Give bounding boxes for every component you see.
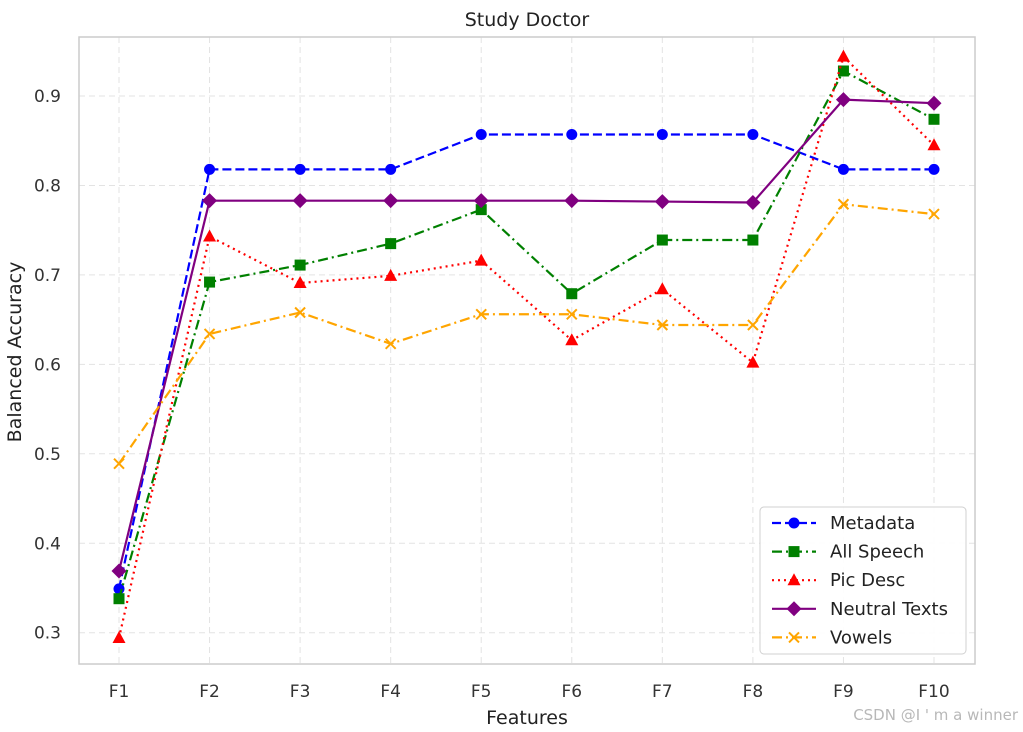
data-point-all-speech: [475, 204, 487, 216]
data-point-vowels: [113, 457, 125, 470]
data-point-neutral-texts: [926, 95, 942, 111]
legend-label-vowels: Vowels: [830, 627, 892, 648]
series-all-speech: [113, 65, 940, 605]
data-point-neutral-texts: [202, 193, 218, 209]
series-pic-desc: [112, 49, 941, 644]
data-point-metadata: [294, 163, 306, 175]
data-point-metadata: [385, 163, 397, 175]
data-point-all-speech: [294, 259, 306, 271]
x-tick-labels: F1 F2 F3 F4 F5 F6 F7 F8 F9 F10: [109, 682, 950, 702]
data-point-all-speech: [385, 238, 397, 250]
x-tick-label: F4: [380, 682, 401, 702]
series-line-pic-desc: [117, 54, 935, 639]
data-point-pic-desc: [474, 253, 488, 266]
data-point-pic-desc: [384, 268, 398, 281]
data-point-metadata: [837, 163, 849, 175]
data-point-metadata: [656, 128, 668, 140]
data-point-metadata: [475, 128, 487, 140]
x-tick-label: F2: [199, 682, 220, 702]
y-tick-label: 0.7: [34, 266, 61, 286]
data-point-neutral-texts: [654, 194, 670, 210]
data-point-pic-desc: [746, 355, 760, 368]
data-point-pic-desc: [112, 631, 126, 644]
x-tick-label: F7: [652, 682, 673, 702]
data-point-pic-desc: [293, 275, 307, 288]
legend-marker-vowels: [788, 631, 800, 644]
legend-marker-neutral-texts: [786, 601, 802, 617]
x-tick-label: F9: [833, 682, 854, 702]
legend-label-metadata: Metadata: [830, 513, 915, 534]
data-point-neutral-texts: [564, 193, 580, 209]
data-point-pic-desc: [927, 138, 941, 151]
series-line-vowels: [118, 203, 935, 465]
data-point-vowels: [384, 338, 397, 350]
watermark: CSDN @I ' m a winner: [853, 706, 1019, 724]
data-point-pic-desc: [655, 282, 669, 295]
series-line-all-speech: [117, 69, 935, 600]
data-point-vowels: [566, 308, 578, 320]
data-point-metadata: [204, 163, 216, 175]
legend-label-pic-desc: Pic Desc: [830, 570, 905, 591]
data-point-all-speech: [656, 234, 668, 246]
data-point-pic-desc: [203, 229, 217, 242]
y-tick-label: 0.8: [34, 176, 61, 196]
data-point-vowels: [475, 308, 487, 320]
data-point-metadata: [747, 128, 759, 140]
x-tick-label: F1: [109, 682, 130, 702]
y-tick-label: 0.5: [34, 445, 61, 465]
data-point-vowels: [747, 319, 759, 331]
data-point-neutral-texts: [111, 563, 127, 579]
data-point-metadata: [566, 128, 578, 140]
y-tick-label: 0.4: [34, 534, 61, 554]
x-tick-label: F3: [290, 682, 311, 702]
data-point-all-speech: [113, 593, 125, 605]
legend-marker-metadata: [788, 517, 800, 529]
y-tick-label: 0.6: [34, 355, 61, 375]
chart-title: Study Doctor: [465, 9, 590, 31]
x-tick-label: F5: [471, 682, 492, 702]
data-point-neutral-texts: [835, 92, 851, 108]
data-point-vowels: [294, 306, 306, 319]
y-tick-labels: 0.3 0.4 0.5 0.6 0.7 0.8 0.9: [34, 87, 61, 644]
x-axis-label: Features: [486, 707, 568, 729]
plot-frame: [78, 36, 976, 665]
series-group: [111, 49, 942, 644]
data-point-all-speech: [837, 65, 849, 77]
legend-box: [759, 506, 967, 655]
data-point-neutral-texts: [745, 194, 761, 210]
data-point-pic-desc: [836, 49, 850, 62]
x-tick-label: F8: [743, 682, 764, 702]
x-tick-label: F10: [918, 682, 949, 702]
legend-marker-all-speech: [788, 546, 800, 558]
data-point-vowels: [928, 208, 940, 220]
x-tick-label: F6: [561, 682, 582, 702]
legend-label-neutral-texts: Neutral Texts: [830, 599, 948, 620]
series-neutral-texts: [111, 92, 942, 579]
data-point-vowels: [837, 198, 850, 210]
legend-label-all-speech: All Speech: [830, 542, 924, 563]
data-point-neutral-texts: [383, 193, 399, 209]
y-axis-label: Balanced Accuracy: [4, 262, 26, 443]
data-point-all-speech: [204, 276, 216, 288]
data-point-neutral-texts: [473, 193, 489, 209]
data-point-all-speech: [747, 234, 759, 246]
y-tick-label: 0.9: [34, 87, 61, 107]
data-point-all-speech: [566, 288, 578, 300]
legend-marker-pic-desc: [787, 573, 801, 586]
data-point-pic-desc: [565, 333, 579, 346]
y-tick-label: 0.3: [34, 624, 61, 644]
data-point-metadata: [928, 163, 940, 175]
data-point-all-speech: [928, 113, 940, 125]
series-vowels: [113, 198, 940, 470]
data-point-vowels: [656, 319, 669, 331]
series-line-neutral-texts: [117, 98, 935, 572]
data-point-vowels: [203, 328, 216, 340]
legend: Metadata All Speech Pic Desc Neutral Texts V…: [759, 506, 967, 655]
data-point-neutral-texts: [292, 193, 308, 209]
